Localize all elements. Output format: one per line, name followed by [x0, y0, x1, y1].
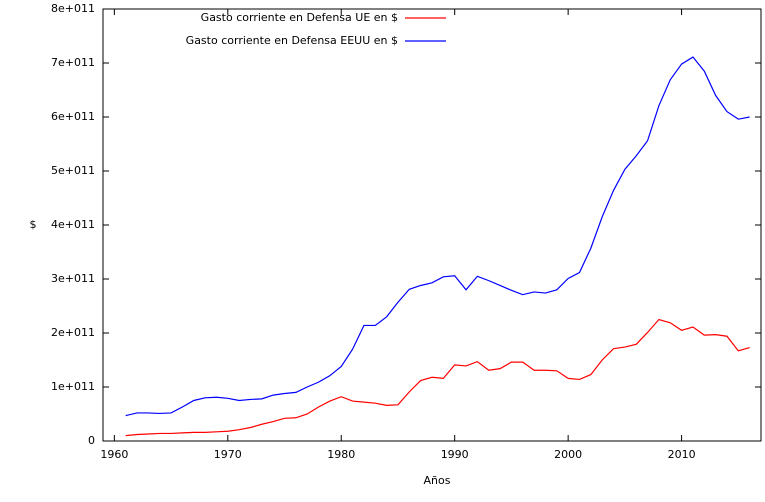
y-tick-label: 3e+011: [51, 272, 95, 285]
y-axis-label: $: [30, 218, 37, 231]
x-tick-label: 2010: [668, 448, 696, 461]
y-tick-label: 8e+011: [51, 2, 95, 15]
x-tick-label: 2000: [554, 448, 582, 461]
legend-label: Gasto corriente en Defensa UE en $: [201, 11, 398, 24]
x-tick-label: 1960: [100, 448, 128, 461]
x-tick-label: 1990: [441, 448, 469, 461]
y-tick-label: 0: [88, 434, 95, 447]
y-tick-label: 1e+011: [51, 380, 95, 393]
line-series: [125, 56, 750, 417]
x-tick-label: 1970: [214, 448, 242, 461]
y-tick-label: 6e+011: [51, 110, 95, 123]
y-tick-label: 4e+011: [51, 218, 95, 231]
y-tick-label: 2e+011: [51, 326, 95, 339]
x-axis-label: Años: [424, 474, 451, 487]
legend-label: Gasto corriente en Defensa EEUU en $: [186, 34, 398, 47]
y-tick-label: 7e+011: [51, 56, 95, 69]
line-series: [125, 318, 750, 437]
x-tick-label: 1980: [327, 448, 355, 461]
y-tick-label: 5e+011: [51, 164, 95, 177]
plot-border: [102, 8, 762, 442]
